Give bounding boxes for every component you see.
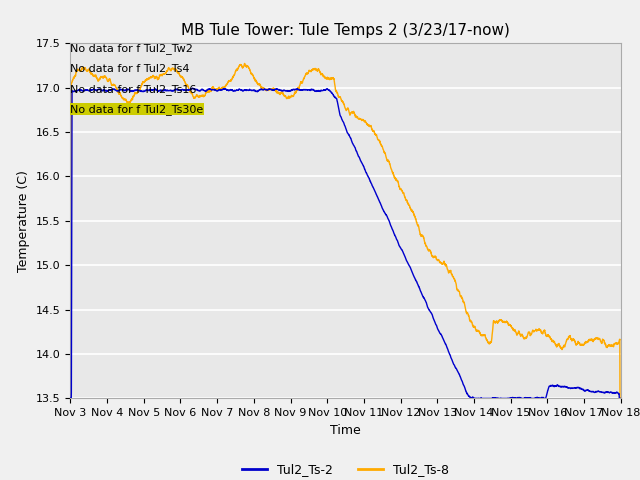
Tul2_Ts-8 — [617, 396, 625, 401]
Tul2_Ts-8 — [573, 342, 580, 348]
Tul2_Ts-2 — [467, 395, 474, 400]
Tul2_Ts-2 — [573, 384, 580, 390]
Text: No data for f Tul2_Ts4: No data for f Tul2_Ts4 — [70, 63, 190, 74]
Tul2_Ts-8 — [241, 60, 248, 66]
Tul2_Ts-8 — [467, 318, 474, 324]
Tul2_Ts-2 — [298, 87, 306, 93]
Text: No data for f Tul2_Ts16: No data for f Tul2_Ts16 — [70, 84, 196, 95]
X-axis label: Time: Time — [330, 424, 361, 437]
Tul2_Ts-2 — [67, 396, 74, 401]
Tul2_Ts-8 — [302, 71, 310, 76]
Tul2_Ts-2 — [189, 85, 196, 91]
Tul2_Ts-2 — [600, 390, 608, 396]
Tul2_Ts-2 — [617, 396, 625, 401]
Tul2_Ts-2 — [328, 90, 336, 96]
Line: Tul2_Ts-8: Tul2_Ts-8 — [70, 63, 621, 398]
Tul2_Ts-8 — [600, 337, 608, 343]
Title: MB Tule Tower: Tule Temps 2 (3/23/17-now): MB Tule Tower: Tule Temps 2 (3/23/17-now… — [181, 23, 510, 38]
Text: No data for f Tul2_Tw2: No data for f Tul2_Tw2 — [70, 43, 193, 54]
Text: No data for f Tul2_Ts30e: No data for f Tul2_Ts30e — [70, 104, 204, 115]
Legend: Tul2_Ts-2, Tul2_Ts-8: Tul2_Ts-2, Tul2_Ts-8 — [237, 458, 454, 480]
Line: Tul2_Ts-2: Tul2_Ts-2 — [70, 88, 621, 398]
Tul2_Ts-8 — [328, 75, 336, 81]
Tul2_Ts-8 — [67, 396, 74, 401]
Y-axis label: Temperature (C): Temperature (C) — [17, 170, 30, 272]
Tul2_Ts-8 — [298, 80, 306, 86]
Tul2_Ts-2 — [302, 87, 310, 93]
